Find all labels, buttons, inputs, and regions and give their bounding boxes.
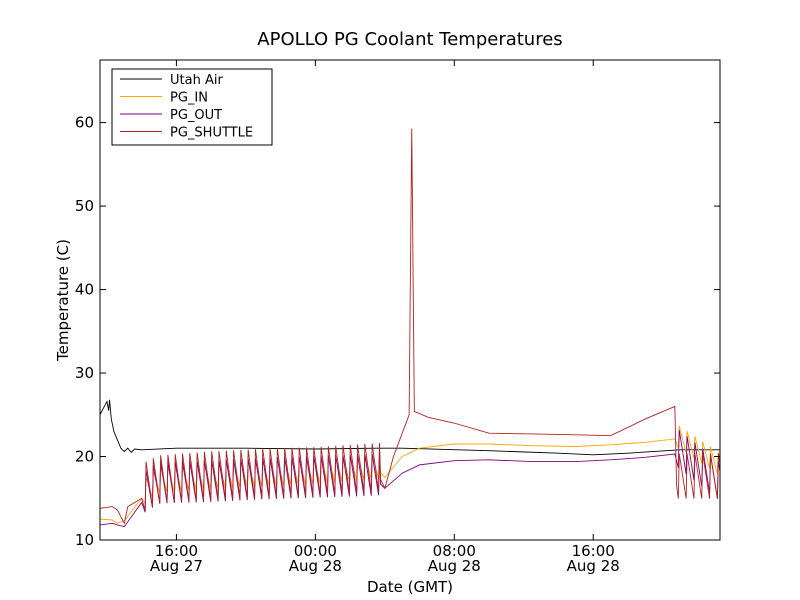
y-tick-label: 20: [75, 448, 94, 466]
x-tick-sublabel: Aug 28: [428, 557, 481, 575]
legend-label: Utah Air: [170, 73, 223, 88]
plot-frame: [99, 59, 721, 541]
y-tick-label: 30: [75, 364, 94, 382]
x-tick-sublabel: Aug 27: [150, 557, 203, 575]
y-tick-label: 60: [75, 114, 94, 132]
series-line-utah-air: [100, 399, 720, 456]
legend-label: PG_IN: [170, 91, 208, 106]
y-tick-label: 40: [75, 281, 94, 299]
legend-box: [111, 68, 273, 146]
legend-items: Utah Air PG_IN PG_OUT PG_SHUTTLE: [120, 73, 253, 141]
legend-label: PG_SHUTTLE: [170, 126, 253, 141]
chart-title: APOLLO PG Coolant Temperatures: [257, 29, 562, 50]
y-axis-label: Temperature (C): [54, 239, 72, 362]
series-layer: [100, 128, 720, 528]
x-tick-label: 16:00: [572, 542, 615, 560]
legend-label: PG_OUT: [170, 108, 222, 123]
x-tick-label: 16:00: [155, 542, 198, 560]
x-tick-label: 08:00: [433, 542, 476, 560]
legend: Utah Air PG_IN PG_OUT PG_SHUTTLE: [111, 68, 273, 146]
x-tick-label: 00:00: [294, 542, 337, 560]
x-tick-sublabel: Aug 28: [289, 557, 342, 575]
x-tick-sublabel: Aug 28: [567, 557, 620, 575]
y-tick-label: 10: [75, 531, 94, 549]
y-tick-label: 50: [75, 197, 94, 215]
series-line-pg-shuttle: [100, 128, 720, 525]
x-axis-label: Date (GMT): [367, 578, 453, 596]
